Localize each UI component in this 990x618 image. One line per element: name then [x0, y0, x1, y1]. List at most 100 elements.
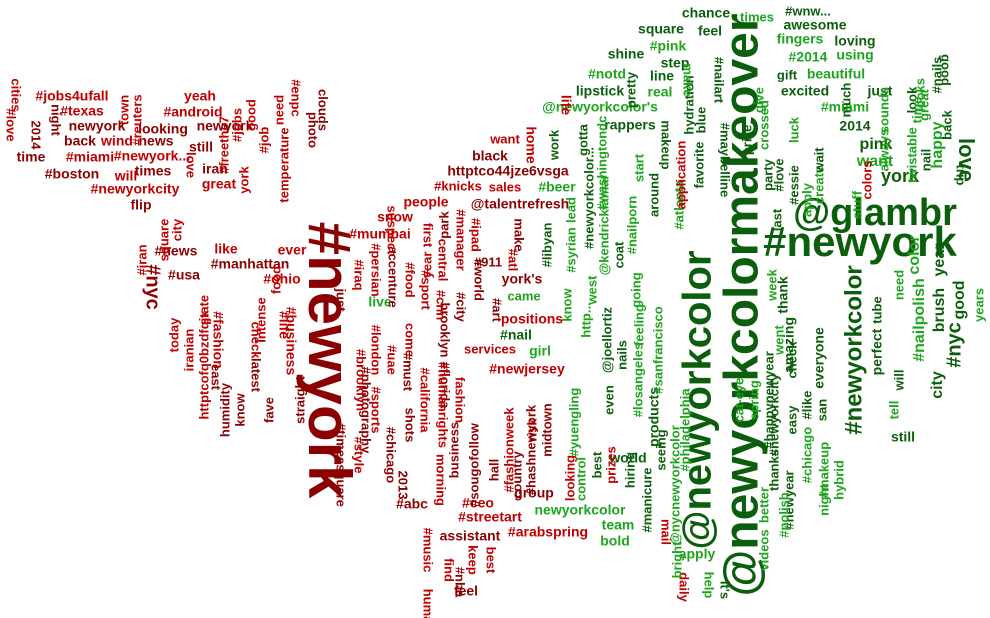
cloud-word: blue	[693, 107, 708, 134]
cloud-word: #yuengling	[566, 388, 581, 457]
cloud-word: makeup	[659, 120, 674, 169]
cloud-word: square	[156, 219, 171, 262]
cloud-word: #nba	[453, 567, 468, 598]
cloud-word: year	[931, 244, 948, 277]
cloud-word: #business	[283, 307, 299, 376]
cloud-word: square	[638, 21, 684, 37]
cloud-word: tube	[869, 296, 884, 323]
cloud-word: real	[648, 84, 673, 100]
cloud-word: #911	[474, 254, 502, 269]
cloud-word: latest	[249, 358, 264, 393]
cloud-word: everyone	[811, 327, 827, 389]
cloud-word: time	[17, 149, 46, 165]
cloud-word: good	[951, 280, 968, 319]
cloud-word: seeing	[653, 429, 668, 470]
cloud-word: today	[166, 317, 181, 352]
cloud-word: looks	[912, 78, 927, 112]
cloud-word: #washingtondc	[594, 116, 609, 211]
cloud-word: good	[243, 99, 258, 131]
cloud-word: great	[202, 176, 237, 192]
cloud-word: live	[368, 294, 392, 310]
cloud-word: 2014	[29, 121, 44, 151]
cloud-word: best	[589, 451, 604, 478]
cloud-word: stuff	[849, 190, 864, 219]
cloud-word: fashion	[453, 377, 468, 423]
cloud-word: #newyork	[763, 218, 957, 265]
cloud-word: even	[601, 385, 616, 415]
cloud-word: human	[421, 589, 436, 618]
cloud-word: #beer	[538, 179, 576, 195]
cloud-word: #sport	[419, 270, 434, 310]
cloud-word: @joellortiz	[599, 306, 614, 373]
cloud-word: rappers	[604, 117, 656, 133]
cloud-word: step	[661, 55, 690, 71]
cloud-word: years	[971, 288, 986, 322]
cloud-word: best	[484, 547, 499, 574]
cloud-word: hiring	[622, 452, 637, 488]
cloud-word: #maybelline	[718, 123, 733, 197]
cloud-word: #life	[276, 311, 292, 339]
cloud-word: #manicure	[639, 467, 654, 532]
cloud-word: girl	[529, 343, 551, 359]
cloud-word: year	[419, 252, 434, 279]
cloud-word: coat	[611, 241, 626, 268]
cloud-word: around	[646, 173, 661, 217]
cloud-word: #job	[256, 127, 271, 154]
cloud-word: mail	[659, 519, 674, 545]
cloud-word: know	[232, 393, 247, 427]
cloud-word: morning	[434, 454, 449, 506]
cloud-word: help	[702, 572, 717, 599]
cloud-word: #manhattan	[211, 256, 290, 272]
cloud-word: #streetart	[458, 509, 522, 525]
cloud-word: want	[489, 131, 520, 146]
cloud-word: #florida	[438, 362, 453, 410]
cloud-word: intense	[253, 297, 268, 343]
cloud-word: #iran	[134, 244, 149, 275]
cloud-word: tell	[886, 401, 901, 420]
cloud-word: #ceo	[462, 495, 494, 511]
cloud-word: will	[114, 168, 138, 184]
cloud-word: http...	[578, 302, 593, 337]
cloud-word: chance	[682, 5, 730, 21]
cloud-word: #notd	[588, 66, 626, 82]
cloud-word: city	[929, 371, 946, 399]
cloud-word: #music	[421, 528, 436, 573]
cloud-word: west	[584, 275, 599, 306]
cloud-word: #fashion	[210, 311, 226, 369]
cloud-word: #nails	[929, 57, 944, 94]
cloud-word: clouds	[316, 89, 331, 131]
cloud-word: photo	[306, 112, 321, 148]
cloud-word: #sanfrancisco	[650, 306, 665, 393]
cloud-word: will	[891, 370, 906, 392]
cloud-word: city	[169, 218, 184, 241]
cloud-word: #nailporn	[624, 196, 639, 255]
cloud-word: using	[836, 47, 873, 63]
cloud-word: black	[472, 148, 508, 164]
cloud-word: last	[769, 208, 784, 231]
cloud-word: #nail	[500, 327, 532, 343]
cloud-word: httptcofq0bzdfqjx	[196, 310, 211, 420]
cloud-word: nails	[614, 340, 629, 370]
cloud-word: night	[816, 483, 831, 515]
cloud-word: still	[891, 429, 915, 445]
cloud-word: services	[464, 341, 516, 356]
cloud-word: 2013	[396, 471, 411, 500]
cloud-word: #texas	[60, 103, 104, 119]
cloud-word: beautiful	[807, 66, 865, 82]
cloud-word: come	[403, 323, 418, 357]
cloud-word: products	[646, 387, 662, 447]
cloud-word: want	[856, 153, 894, 170]
cloud-word: know	[559, 288, 574, 322]
cloud-word: looking	[138, 121, 188, 137]
cloud-word: #newyear	[781, 470, 796, 529]
cloud-word: #love	[771, 158, 786, 191]
cloud-word: favorite	[691, 142, 706, 189]
cloud-word: hall	[486, 459, 501, 481]
cloud-word: check	[249, 322, 264, 360]
cloud-word: east	[209, 364, 224, 391]
cloud-word: #newyork	[296, 222, 363, 499]
cloud-word: fave	[261, 397, 276, 423]
cloud-word: #california	[418, 367, 433, 433]
cloud-word: #losangeles	[630, 343, 645, 417]
